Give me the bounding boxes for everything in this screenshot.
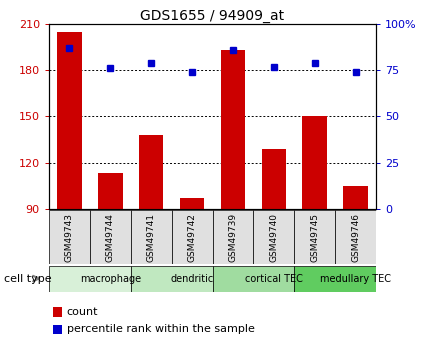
Bar [172, 210, 212, 264]
Bar [221, 50, 245, 209]
Text: GSM49741: GSM49741 [147, 213, 156, 262]
Text: GSM49740: GSM49740 [269, 213, 278, 262]
Text: dendritic: dendritic [170, 274, 214, 284]
Bar [212, 210, 253, 264]
Text: count: count [67, 307, 98, 317]
Bar [98, 173, 122, 209]
Bar [139, 135, 163, 209]
Text: GSM49745: GSM49745 [310, 213, 319, 262]
Bar [294, 210, 335, 264]
Bar [343, 186, 368, 209]
Text: GSM49742: GSM49742 [187, 213, 196, 262]
Bar [131, 266, 212, 292]
Bar [261, 149, 286, 209]
Bar [253, 210, 294, 264]
Text: macrophage: macrophage [79, 274, 141, 284]
Bar [57, 32, 82, 209]
Text: medullary TEC: medullary TEC [320, 274, 391, 284]
Bar [49, 210, 90, 264]
Bar [294, 266, 376, 292]
Bar [335, 210, 376, 264]
Text: GSM49739: GSM49739 [229, 213, 238, 262]
Bar [90, 210, 131, 264]
Bar [180, 198, 204, 209]
Text: percentile rank within the sample: percentile rank within the sample [67, 325, 255, 334]
Text: GSM49744: GSM49744 [106, 213, 115, 262]
Text: GSM49743: GSM49743 [65, 213, 74, 262]
Bar [131, 210, 172, 264]
Text: GSM49746: GSM49746 [351, 213, 360, 262]
Bar [303, 117, 327, 209]
Bar [212, 266, 294, 292]
Text: GDS1655 / 94909_at: GDS1655 / 94909_at [140, 9, 285, 23]
Text: cell type: cell type [4, 274, 52, 284]
Bar [49, 266, 131, 292]
Text: cortical TEC: cortical TEC [245, 274, 303, 284]
